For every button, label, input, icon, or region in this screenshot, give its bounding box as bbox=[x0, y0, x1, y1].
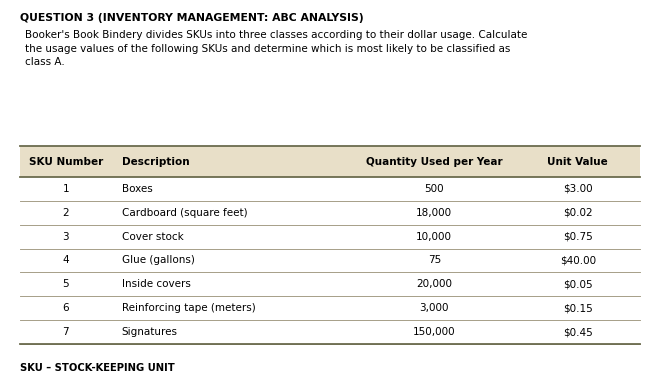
Text: Reinforcing tape (meters): Reinforcing tape (meters) bbox=[122, 303, 255, 314]
Text: $0.45: $0.45 bbox=[563, 327, 593, 337]
Text: 150,000: 150,000 bbox=[413, 327, 455, 337]
Text: 20,000: 20,000 bbox=[417, 279, 452, 290]
Text: Inside covers: Inside covers bbox=[122, 279, 191, 290]
Text: 1: 1 bbox=[63, 184, 69, 194]
Text: 4: 4 bbox=[63, 255, 69, 266]
Text: Unit Value: Unit Value bbox=[547, 157, 608, 166]
Text: $40.00: $40.00 bbox=[560, 255, 595, 266]
Text: QUESTION 3 (INVENTORY MANAGEMENT: ABC ANALYSIS): QUESTION 3 (INVENTORY MANAGEMENT: ABC AN… bbox=[20, 13, 363, 23]
Text: Booker's Book Bindery divides SKUs into three classes according to their dollar : Booker's Book Bindery divides SKUs into … bbox=[25, 30, 527, 40]
Text: SKU – STOCK-KEEPING UNIT: SKU – STOCK-KEEPING UNIT bbox=[20, 363, 174, 373]
Text: Cover stock: Cover stock bbox=[122, 231, 184, 242]
Text: 10,000: 10,000 bbox=[417, 231, 452, 242]
Text: Boxes: Boxes bbox=[122, 184, 153, 194]
Text: $0.05: $0.05 bbox=[563, 279, 593, 290]
Text: $0.02: $0.02 bbox=[563, 207, 593, 218]
Text: class A.: class A. bbox=[25, 57, 64, 67]
Text: 18,000: 18,000 bbox=[417, 207, 452, 218]
Text: 5: 5 bbox=[63, 279, 69, 290]
Text: 3: 3 bbox=[63, 231, 69, 242]
Text: Quantity Used per Year: Quantity Used per Year bbox=[366, 157, 503, 166]
Text: 500: 500 bbox=[424, 184, 444, 194]
Text: Glue (gallons): Glue (gallons) bbox=[122, 255, 195, 266]
Text: $0.75: $0.75 bbox=[563, 231, 593, 242]
Text: 6: 6 bbox=[63, 303, 69, 314]
Text: 3,000: 3,000 bbox=[420, 303, 449, 314]
Bar bbox=[20, 146, 640, 177]
Text: Description: Description bbox=[122, 157, 190, 166]
Text: 7: 7 bbox=[63, 327, 69, 337]
Text: $3.00: $3.00 bbox=[563, 184, 593, 194]
Text: the usage values of the following SKUs and determine which is most likely to be : the usage values of the following SKUs a… bbox=[25, 44, 511, 54]
Text: $0.15: $0.15 bbox=[563, 303, 593, 314]
Text: Cardboard (square feet): Cardboard (square feet) bbox=[122, 207, 247, 218]
Text: SKU Number: SKU Number bbox=[29, 157, 103, 166]
Text: 2: 2 bbox=[63, 207, 69, 218]
Text: Signatures: Signatures bbox=[122, 327, 178, 337]
Text: 75: 75 bbox=[428, 255, 441, 266]
